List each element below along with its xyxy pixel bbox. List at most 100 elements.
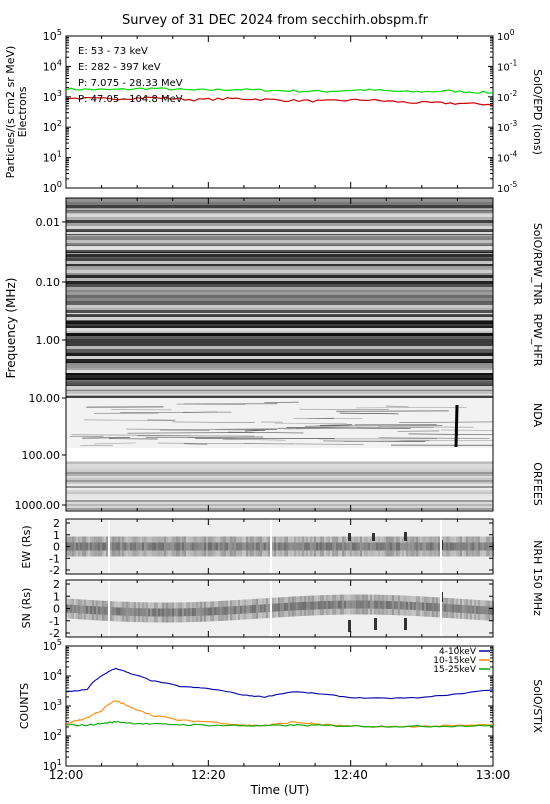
nrh-core bbox=[182, 608, 184, 616]
orfees-stripe bbox=[66, 472, 493, 474]
stix-tick-label: 103 bbox=[43, 697, 62, 713]
nrh-core bbox=[182, 543, 184, 551]
nrh-core bbox=[276, 603, 278, 611]
orfees-stripe bbox=[66, 504, 493, 506]
nrh-core bbox=[310, 543, 312, 551]
nrh-core bbox=[476, 543, 478, 551]
stix-series-1 bbox=[66, 701, 493, 728]
radio-stripe bbox=[66, 292, 493, 295]
radio-stripe bbox=[66, 214, 493, 217]
nrh-core bbox=[370, 543, 372, 551]
epd-right-tick-label: 10-3 bbox=[497, 119, 517, 134]
nrh-core bbox=[134, 543, 136, 551]
nrh-core bbox=[468, 543, 470, 551]
nrh-core bbox=[292, 543, 294, 551]
nrh-core bbox=[188, 608, 190, 616]
nrh-core bbox=[88, 606, 90, 614]
nrh-core bbox=[410, 543, 412, 551]
nrh-core bbox=[86, 606, 88, 614]
nrh-source bbox=[348, 533, 351, 541]
radio-tick-label: 1.00 bbox=[36, 334, 61, 347]
nrh-core bbox=[102, 543, 104, 551]
nrh-core bbox=[400, 601, 402, 609]
nrh-core bbox=[102, 607, 104, 615]
nrh-core bbox=[336, 543, 338, 551]
nrh-core bbox=[482, 543, 484, 551]
nrh-sn-image bbox=[66, 580, 494, 637]
radio-stripe bbox=[66, 380, 493, 381]
nrh-core bbox=[356, 601, 358, 609]
nrh-core bbox=[362, 543, 364, 551]
nrh-core bbox=[218, 543, 220, 551]
radio-stripe bbox=[66, 253, 493, 254]
nrh-core bbox=[214, 543, 216, 551]
radio-stripe bbox=[66, 250, 493, 252]
nrh-core bbox=[244, 606, 246, 614]
nrh-core bbox=[180, 543, 182, 551]
radio-stripe bbox=[66, 338, 493, 339]
orfees-stripe bbox=[66, 480, 493, 482]
nrh-core bbox=[314, 601, 316, 609]
radio-stripe bbox=[66, 236, 493, 237]
nrh-core bbox=[488, 607, 490, 615]
nrh-core bbox=[366, 543, 368, 551]
nrh-core bbox=[376, 543, 378, 551]
nrh-core bbox=[126, 543, 128, 551]
nrh-core bbox=[230, 606, 232, 614]
nrh-core bbox=[164, 608, 166, 616]
epd-left-tick-label: 101 bbox=[43, 149, 62, 165]
nrh-core bbox=[176, 543, 178, 551]
nrh-core bbox=[324, 543, 326, 551]
radio-stripe bbox=[66, 368, 493, 370]
nrh-core bbox=[460, 605, 462, 613]
nrh-core bbox=[264, 604, 266, 612]
nrh-core bbox=[76, 543, 78, 551]
nrh-core bbox=[204, 543, 206, 551]
nrh-core bbox=[212, 543, 214, 551]
radio-stripe bbox=[66, 246, 493, 249]
nrh-core bbox=[138, 543, 140, 551]
nrh-core bbox=[490, 607, 492, 615]
nrh-core bbox=[338, 601, 340, 609]
nrh-core bbox=[250, 543, 252, 551]
nrh-core bbox=[198, 608, 200, 616]
nrh-core bbox=[348, 601, 350, 609]
nrh-core bbox=[140, 608, 142, 616]
orfees-stripe bbox=[66, 502, 493, 504]
orfees-stripe bbox=[66, 490, 493, 492]
nrh-core bbox=[364, 543, 366, 551]
nrh-core bbox=[404, 543, 406, 551]
nrh-core bbox=[258, 543, 260, 551]
nrh-core bbox=[156, 543, 158, 551]
nrh-core bbox=[432, 543, 434, 551]
nrh-core bbox=[234, 606, 236, 614]
radio-stripe bbox=[66, 314, 493, 315]
nrh-core bbox=[204, 608, 206, 616]
nrh-core bbox=[84, 543, 86, 551]
radio-stripe bbox=[66, 339, 493, 341]
nrh-core bbox=[228, 543, 230, 551]
nrh-core bbox=[272, 543, 274, 551]
radio-stripe bbox=[66, 359, 493, 360]
nrh-core bbox=[154, 608, 156, 616]
nrh-core bbox=[470, 606, 472, 614]
nrh-core bbox=[186, 608, 188, 616]
nrh-core bbox=[430, 543, 432, 551]
radio-ylabel: Frequency (MHz) bbox=[4, 278, 18, 379]
radio-stripe bbox=[66, 243, 493, 245]
nrh-core bbox=[410, 602, 412, 610]
nrh-gap bbox=[108, 580, 110, 637]
nrh-gap bbox=[440, 580, 442, 637]
radio-stripe bbox=[66, 328, 493, 331]
nrh-core bbox=[322, 601, 324, 609]
orfees-stripe bbox=[66, 462, 493, 464]
radio-stripe bbox=[66, 390, 493, 391]
nrh-core bbox=[174, 608, 176, 616]
nrh-core bbox=[244, 543, 246, 551]
radio-stripe bbox=[66, 208, 493, 209]
nrh-core bbox=[438, 603, 440, 611]
nrh-tick-label: 0 bbox=[53, 603, 60, 616]
stix-tick-label: 104 bbox=[43, 667, 62, 683]
nrh-core bbox=[222, 607, 224, 615]
